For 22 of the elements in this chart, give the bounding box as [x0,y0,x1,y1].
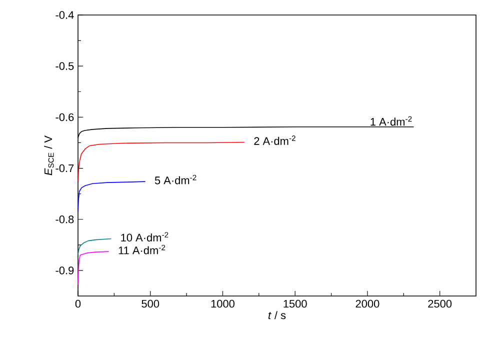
x-tick-label: 1000 [211,300,234,308]
series-label: 2 A·dm$^{-2}$ [254,136,296,145]
x-axis-title: t / s [268,311,286,320]
series-label: 10 A·dm$^{-2}$ [121,232,168,242]
y-tick-label: -0.8 [56,215,74,224]
x-tick-label: 2500 [428,300,452,308]
y-axis-title: E$_{SCE}$ / V [44,136,54,176]
series-label: 11 A·dm$^{-2}$ [118,244,166,254]
x-tick-label: 1500 [284,300,307,308]
line-series [78,238,112,256]
y-tick-label: -0.9 [56,266,74,274]
series-label: 5 A·dm$^{-2}$ [154,174,196,184]
y-tick-label: -0.7 [56,164,74,172]
y-tick-label: -0.4 [56,11,74,19]
x-tick-label: 0 [75,300,81,308]
x-tick-label: 2000 [356,300,380,308]
series-label: 1 A·dm$^{-2}$ [370,116,412,126]
line-series [78,251,110,286]
y-tick-label: -0.6 [56,113,74,122]
y-tick-label: -0.5 [56,62,74,70]
x-tick-label: 500 [142,300,160,308]
line-series [78,181,146,212]
